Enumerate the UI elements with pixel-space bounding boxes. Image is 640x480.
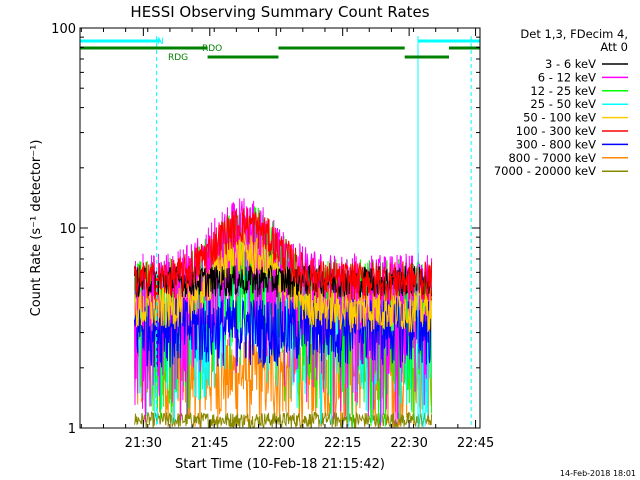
x-axis-label: Start Time (10-Feb-18 21:15:42) <box>175 457 385 472</box>
plot-timestamp: 14-Feb-2018 18:01 <box>560 469 636 478</box>
x-tick-label-5: 22:45 <box>457 436 494 451</box>
y-tick-label-0: 1 <box>68 422 76 437</box>
axis-layer: 1 10 100 21:30 21:45 22:00 22:15 22:30 22:45 <box>51 22 494 451</box>
flag-label-rdo: RDO <box>202 44 222 54</box>
legend-label-7: 800 - 7000 keV <box>508 151 596 165</box>
legend-label-6: 300 - 800 keV <box>516 137 596 151</box>
y-tick-label-1: 10 <box>59 222 76 237</box>
y-axis-label: Count Rate (s⁻¹ detector⁻¹) <box>29 140 44 317</box>
series-line-5 <box>134 207 433 302</box>
legend-header-line-1: Det 1,3, FDecim 4, <box>520 27 628 41</box>
legend-label-5: 100 - 300 keV <box>516 124 596 138</box>
x-tick-label-3: 22:15 <box>324 436 361 451</box>
x-tick-label-2: 22:00 <box>258 436 295 451</box>
chart-title: HESSI Observing Summary Count Rates <box>130 3 429 21</box>
series-line-8 <box>134 410 433 430</box>
legend-label-4: 50 - 100 keV <box>523 111 596 125</box>
flag-label-rdg: RDG <box>168 53 188 63</box>
series-layer <box>134 198 433 430</box>
legend-label-3: 25 - 50 keV <box>530 97 596 111</box>
series-line-6 <box>134 297 433 368</box>
legend-label-1: 6 - 12 keV <box>538 70 596 84</box>
x-tick-label-0: 21:30 <box>125 436 162 451</box>
x-tick-label-1: 21:45 <box>191 436 228 451</box>
legend-label-2: 12 - 25 keV <box>530 84 596 98</box>
legend-label-8: 7000 - 20000 keV <box>494 164 596 178</box>
legend-label-0: 3 - 6 keV <box>545 57 596 71</box>
y-tick-label-2: 100 <box>51 22 76 37</box>
x-tick-label-4: 22:30 <box>390 436 427 451</box>
flag-label-n: N <box>157 37 164 47</box>
legend-header-line-2: Att 0 <box>600 40 628 54</box>
